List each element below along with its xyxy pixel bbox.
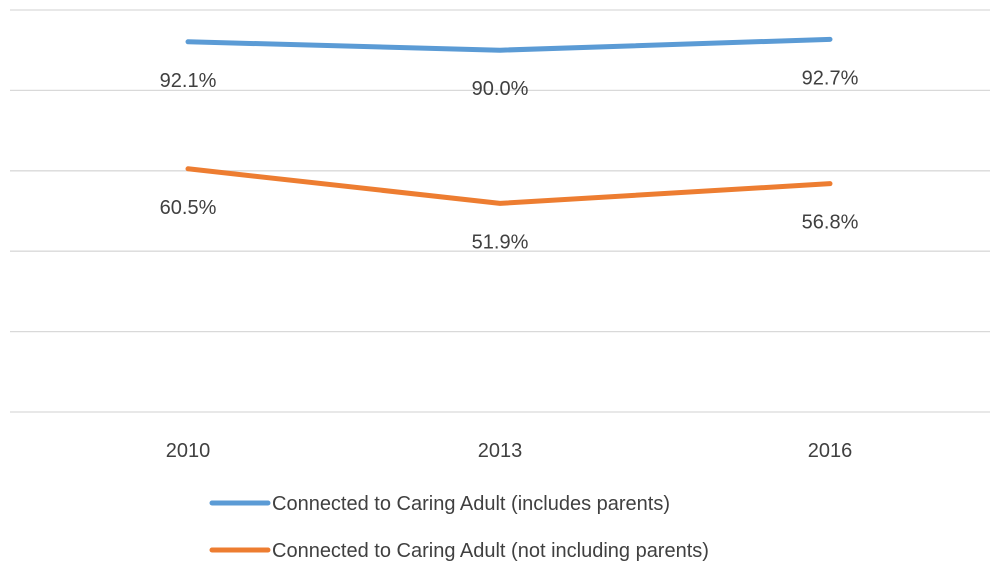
data-label: 92.1% <box>160 70 217 92</box>
x-axis-tick-labels: 2010 2013 2016 <box>166 440 853 462</box>
series-line-2 <box>185 166 833 206</box>
data-label: 60.5% <box>160 197 217 219</box>
series-lines <box>185 36 833 206</box>
data-label: 90.0% <box>472 78 529 100</box>
legend-label: Connected to Caring Adult (not including… <box>272 540 709 562</box>
data-labels: 92.1% 90.0% 92.7% 60.5% 51.9% 56.8% <box>160 67 859 253</box>
data-label: 92.7% <box>802 67 859 89</box>
gridlines <box>10 9 990 413</box>
legend-label: Connected to Caring Adult (includes pare… <box>272 493 670 515</box>
x-tick-label: 2010 <box>166 440 211 462</box>
x-tick-label: 2016 <box>808 440 853 462</box>
data-label: 56.8% <box>802 212 859 234</box>
legend: Connected to Caring Adult (includes pare… <box>209 493 709 562</box>
x-tick-label: 2013 <box>478 440 523 462</box>
series-line-1 <box>185 36 833 53</box>
data-label: 51.9% <box>472 231 529 253</box>
